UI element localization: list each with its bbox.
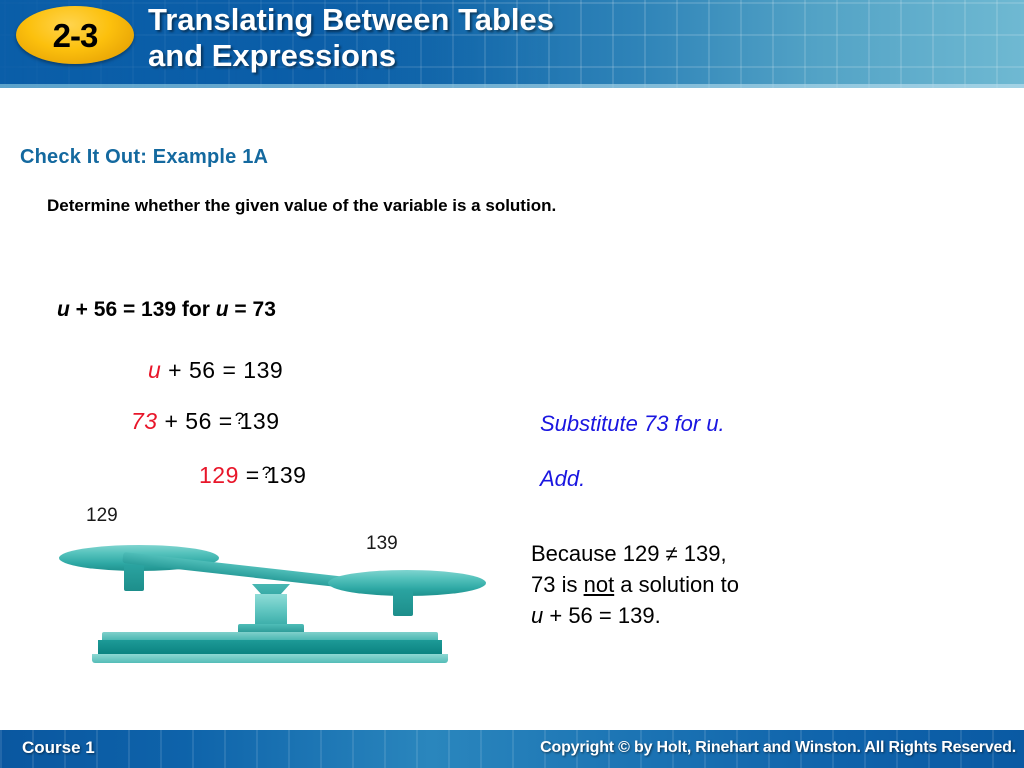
slide-title-line-1: Translating Between Tables: [148, 2, 554, 37]
conclusion-not-emphasis: not: [583, 572, 615, 597]
conclusion-line-2: 73 is not a solution to: [531, 569, 739, 600]
work-line-3: 129 =? 139: [199, 462, 307, 488]
work-line-3-sum: 129: [199, 462, 239, 488]
scale-fulcrum-column: [255, 594, 287, 628]
example-heading: Check It Out: Example 1A: [20, 146, 269, 168]
conclusion-line-3: u + 56 = 139.: [531, 600, 739, 631]
slide-header: 2-3 Translating Between Tables and Expre…: [0, 0, 1024, 88]
work-line-2: 73 + 56 =? 139: [131, 408, 280, 434]
problem-text-1: + 56 = 139 for: [69, 298, 216, 321]
footer-course-label: Course 1: [22, 738, 95, 757]
problem-text-2: = 73: [228, 298, 276, 321]
work-line-2-equals: =: [218, 408, 233, 434]
scale-pan-left-stem: [124, 565, 144, 591]
balance-scale-illustration: 129 139: [56, 498, 486, 668]
annotation-add: Add.: [540, 466, 586, 491]
lesson-number-badge: 2-3: [16, 6, 134, 64]
work-line-2-operand: + 56: [157, 408, 219, 434]
scale-label-left: 129: [86, 505, 118, 526]
scale-label-right: 139: [366, 533, 398, 554]
conclusion-text: Because 129 ≠ 139, 73 is not a solution …: [531, 538, 739, 631]
slide-footer: Course 1 Copyright © by Holt, Rinehart a…: [0, 730, 1024, 768]
work-line-2-rhs: 139: [232, 408, 280, 434]
header-bottom-edge: [0, 84, 1024, 88]
conclusion-line-1: Because 129 ≠ 139,: [531, 541, 727, 566]
work-line-1-variable: u: [148, 357, 162, 383]
footer-copyright-notice: Copyright © by Holt, Rinehart and Winsto…: [540, 739, 1016, 756]
annotation-substitute: Substitute 73 for u.: [540, 411, 725, 436]
work-line-3-equals: =: [245, 462, 260, 488]
prompt-text: Determine whether the given value of the…: [47, 196, 557, 215]
work-line-1: u + 56 = 139: [148, 357, 283, 384]
work-line-3-rhs: 139: [259, 462, 307, 488]
conclusion-line-2-prefix: 73 is: [531, 572, 584, 597]
work-line-1-rest: + 56 = 139: [161, 357, 284, 383]
scale-pan-right-stem: [393, 590, 413, 616]
scale-base-plinth: [102, 632, 438, 642]
problem-variable-1: u: [57, 298, 70, 321]
conclusion-line-2-suffix: a solution to: [614, 572, 739, 597]
problem-statement: u + 56 = 139 for u = 73: [57, 298, 276, 322]
problem-variable-2: u: [215, 298, 229, 321]
scale-base-top: [238, 624, 304, 635]
lesson-number-label: 2-3: [52, 16, 99, 54]
slide-title: Translating Between Tables and Expressio…: [148, 2, 848, 74]
scale-base-foot: [92, 654, 448, 663]
slide-title-line-2: and Expressions: [148, 38, 397, 73]
work-line-2-substituted-value: 73: [131, 408, 158, 434]
scale-base-slab: [98, 640, 442, 656]
conclusion-variable: u: [531, 603, 544, 628]
conclusion-line-3-rest: + 56 = 139.: [543, 603, 661, 628]
